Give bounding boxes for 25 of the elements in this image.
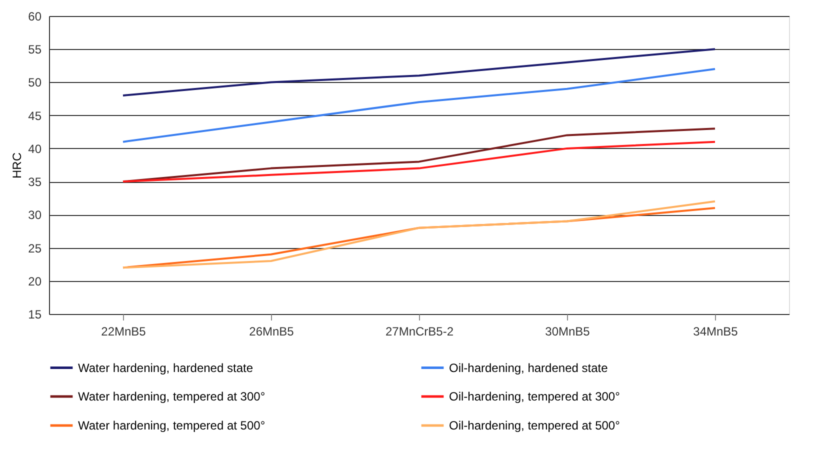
line-series xyxy=(122,48,716,96)
y-tick-label: 55 xyxy=(28,42,42,57)
legend-label: Water hardening, tempered at 500° xyxy=(78,418,266,432)
legend-label: Water hardening, tempered at 300° xyxy=(78,390,266,404)
y-tick-label: 25 xyxy=(28,241,42,256)
y-tick-label: 15 xyxy=(28,308,42,322)
y-tick-label: 40 xyxy=(28,142,42,156)
y-tick-label: 50 xyxy=(28,76,42,90)
x-tick-label: 34MnB5 xyxy=(693,324,738,338)
y-tick-label: 30 xyxy=(28,208,42,222)
y-tick-label: 60 xyxy=(28,10,42,24)
y-tick-label: 20 xyxy=(28,274,42,288)
legend-label: Water hardening, hardened state xyxy=(78,360,254,375)
x-tick-label: 30MnB5 xyxy=(545,324,590,338)
line-series xyxy=(122,140,716,183)
y-axis-title: HRC xyxy=(10,152,24,178)
legend-label: Oil-hardening, hardened state xyxy=(449,360,608,375)
x-tick-label: 22MnB5 xyxy=(101,324,146,338)
x-tick-label: 27MnCrB5-2 xyxy=(385,324,454,338)
legend-label: Oil-hardening, tempered at 300° xyxy=(449,390,620,404)
x-tick-label: 26MnB5 xyxy=(249,324,294,338)
line-series xyxy=(122,68,716,143)
y-tick-label: 45 xyxy=(28,108,42,123)
y-tick-label: 35 xyxy=(28,175,42,190)
legend-label: Oil-hardening, tempered at 500° xyxy=(449,418,620,432)
